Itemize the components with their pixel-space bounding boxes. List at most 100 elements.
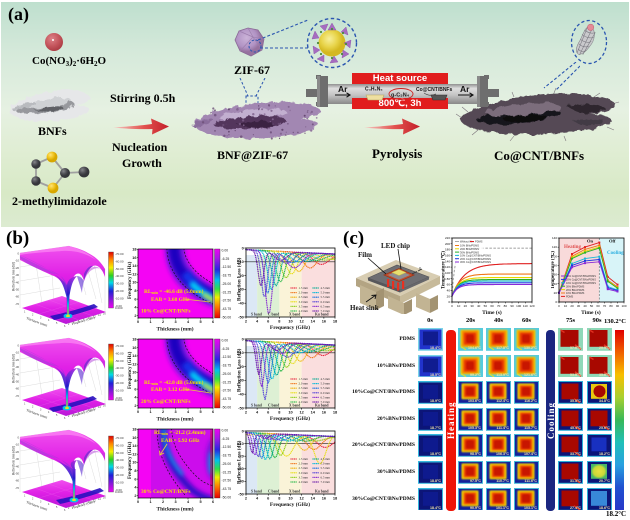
svg-text:10% Co@CNT/BNs/PDMS: 10% Co@CNT/BNs/PDMS	[460, 254, 491, 258]
svg-text:60: 60	[596, 304, 600, 308]
svg-text:107.4°C: 107.4°C	[524, 452, 537, 456]
svg-text:12: 12	[132, 452, 136, 456]
svg-text:16: 16	[322, 319, 327, 324]
svg-text:4: 4	[134, 396, 137, 400]
svg-text:S band: S band	[251, 404, 262, 408]
svg-text:7.0 mm: 7.0 mm	[321, 309, 331, 313]
svg-text:90: 90	[616, 304, 620, 308]
svg-text:14: 14	[98, 498, 101, 501]
svg-text:10: 10	[88, 317, 91, 320]
svg-text:3.0 mm: 3.0 mm	[299, 471, 309, 475]
svg-text:4: 4	[73, 414, 75, 417]
svg-text:6.0 mm: 6.0 mm	[321, 391, 331, 395]
svg-text:Ar: Ar	[460, 84, 470, 94]
svg-text:16: 16	[322, 496, 327, 501]
svg-text:10: 10	[132, 461, 136, 465]
svg-text:-50.00: -50.00	[115, 359, 124, 363]
svg-text:14: 14	[311, 319, 316, 324]
svg-text:14: 14	[132, 264, 137, 268]
svg-text:-40.00: -40.00	[115, 458, 124, 462]
svg-text:8: 8	[134, 289, 136, 293]
svg-text:-60: -60	[15, 295, 19, 299]
svg-text:1.5 mm: 1.5 mm	[299, 286, 309, 290]
svg-text:RLmin = -46.6 dB (5.0mm): RLmin = -46.6 dB (5.0mm)	[144, 288, 204, 295]
svg-text:-70: -70	[15, 394, 19, 398]
svg-text:Reflection loss (dB): Reflection loss (dB)	[12, 261, 16, 291]
svg-text:S band: S band	[251, 490, 262, 494]
svg-text:20% Co@CNT/BNFs: 20% Co@CNT/BNFs	[141, 399, 191, 405]
svg-text:20: 20	[464, 304, 468, 308]
svg-text:130.2°C: 130.2°C	[524, 346, 537, 350]
svg-text:117.8°C: 117.8°C	[496, 346, 509, 350]
svg-text:-31.25: -31.25	[222, 380, 232, 384]
svg-text:0: 0	[137, 410, 139, 414]
svg-text:30: 30	[577, 304, 581, 308]
svg-text:Thickness (mm): Thickness (mm)	[157, 506, 194, 513]
svg-text:PDMS: PDMS	[475, 240, 483, 244]
svg-text:-18.75: -18.75	[222, 454, 232, 458]
svg-text:10% Co@CNT/BNFs: 10% Co@CNT/BNFs	[141, 309, 191, 315]
svg-text:-12.50: -12.50	[222, 445, 232, 449]
svg-text:33.7°C: 33.7°C	[570, 452, 581, 456]
svg-text:3: 3	[40, 316, 42, 319]
svg-text:6: 6	[134, 387, 136, 391]
svg-text:6.5 mm: 6.5 mm	[321, 304, 331, 308]
svg-text:1.5 mm: 1.5 mm	[299, 457, 309, 461]
svg-text:-20: -20	[15, 266, 19, 270]
svg-text:Heating: Heating	[564, 245, 581, 250]
svg-text:-30: -30	[238, 466, 244, 471]
svg-text:-30.00: -30.00	[115, 466, 124, 470]
svg-text:16: 16	[322, 410, 327, 415]
svg-text:Temperature (℃): Temperature (℃)	[551, 251, 556, 289]
svg-text:4: 4	[187, 320, 190, 324]
svg-text:-50.00: -50.00	[115, 267, 124, 271]
svg-text:2: 2	[68, 507, 70, 510]
svg-text:12: 12	[132, 272, 136, 276]
svg-text:1.5 mm: 1.5 mm	[299, 377, 309, 381]
svg-text:20% Co@CNT/BNs/PDMS: 20% Co@CNT/BNs/PDMS	[566, 279, 596, 282]
svg-text:0: 0	[242, 336, 244, 341]
svg-text:18: 18	[333, 319, 338, 324]
svg-text:25.6°C: 25.6°C	[599, 426, 610, 430]
svg-text:140: 140	[445, 259, 450, 263]
svg-text:-50: -50	[238, 314, 244, 319]
svg-text:1: 1	[24, 495, 26, 498]
svg-text:16: 16	[132, 436, 136, 440]
svg-text:200: 200	[445, 242, 450, 246]
svg-text:LED chip: LED chip	[381, 242, 410, 250]
svg-text:6: 6	[64, 325, 66, 328]
svg-text:X band: X band	[289, 313, 300, 317]
svg-text:6.5 mm: 6.5 mm	[321, 395, 331, 399]
svg-text:EAB = 5.92 GHz: EAB = 5.92 GHz	[161, 438, 200, 444]
svg-text:Heat sink: Heat sink	[350, 304, 379, 312]
svg-text:Thickness (mm): Thickness (mm)	[26, 316, 48, 327]
svg-text:2.0 mm: 2.0 mm	[299, 382, 309, 386]
svg-text:10: 10	[288, 319, 292, 324]
svg-text:2: 2	[68, 415, 70, 418]
svg-text:20% Co@CNT/BNs/PDMS: 20% Co@CNT/BNs/PDMS	[460, 257, 491, 261]
svg-text:2: 2	[162, 320, 164, 324]
svg-text:60: 60	[490, 304, 494, 308]
svg-text:Reflection loss (dB): Reflection loss (dB)	[12, 445, 16, 475]
svg-text:-30: -30	[15, 365, 19, 369]
svg-text:0: 0	[18, 344, 20, 348]
svg-text:110: 110	[523, 304, 528, 308]
svg-text:10: 10	[457, 304, 461, 308]
svg-text:0.00: 0.00	[222, 429, 229, 433]
svg-text:3.5 mm: 3.5 mm	[299, 304, 309, 308]
svg-text:3: 3	[174, 410, 176, 414]
svg-text:-25.00: -25.00	[222, 282, 232, 286]
svg-text:-10: -10	[238, 259, 244, 264]
svg-text:3: 3	[174, 500, 176, 504]
svg-text:7.0 mm: 7.0 mm	[321, 400, 331, 404]
svg-text:-50: -50	[15, 380, 19, 384]
svg-text:20% BNs/PDMS: 20% BNs/PDMS	[566, 289, 585, 292]
svg-text:2: 2	[245, 496, 248, 501]
svg-text:70: 70	[603, 304, 607, 308]
svg-text:12: 12	[299, 319, 304, 324]
svg-text:10: 10	[564, 304, 568, 308]
svg-text:2: 2	[162, 500, 164, 504]
svg-text:Frequency (GHz): Frequency (GHz)	[270, 415, 310, 422]
svg-text:8: 8	[134, 469, 136, 473]
svg-text:18: 18	[333, 410, 338, 415]
